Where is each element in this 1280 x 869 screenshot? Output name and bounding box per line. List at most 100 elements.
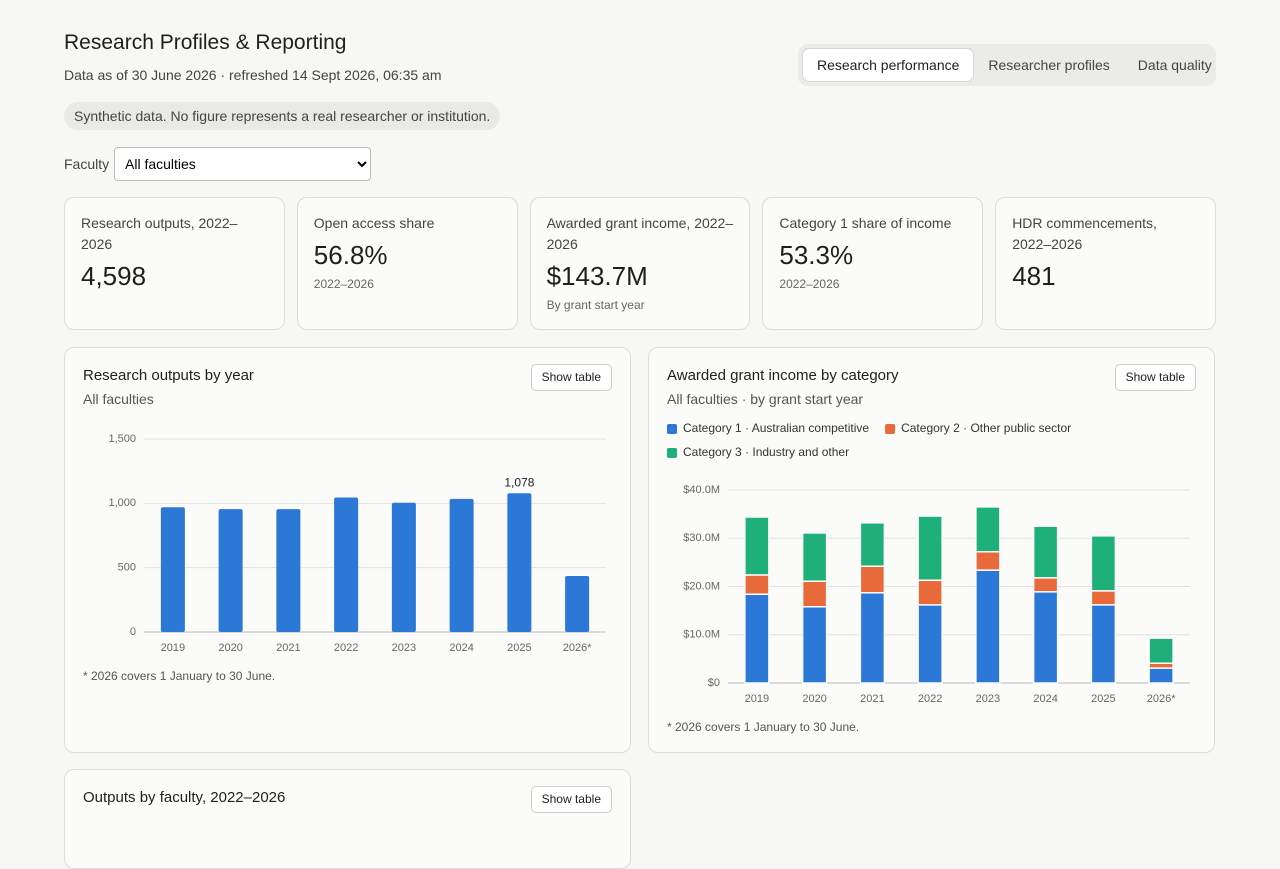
x-tick-label: 2019 [745, 693, 769, 705]
kpi-card: Awarded grant income, 2022–2026 $143.7M By… [529, 197, 751, 330]
bar-segment [917, 579, 943, 606]
bar-segment [1032, 591, 1059, 684]
bar-segment [1148, 667, 1174, 684]
kpi-value: $143.7M [546, 261, 648, 291]
faculty-select[interactable]: All faculties [114, 147, 371, 181]
tab[interactable]: Research performance [802, 48, 975, 82]
kpi-label: HDR commencements, 2022–2026 [1012, 215, 1157, 252]
x-tick-label: 2022 [334, 642, 358, 654]
kpi-label: Open access share [313, 215, 435, 231]
y-tick-label: $30.0M [683, 532, 720, 544]
chart-card: Awarded grant income by category All fac… [648, 347, 1215, 753]
y-tick-label: 0 [130, 626, 136, 638]
bar-segment [744, 516, 770, 576]
y-tick-label: 1,000 [108, 497, 136, 509]
legend-swatch [885, 424, 896, 434]
kpi-row: Research outputs, 2022–2026 4,598 Open acc… [64, 197, 1216, 330]
bar-segment [1032, 577, 1059, 593]
bar-segment [1032, 525, 1059, 579]
kpi-note: By grant start year [546, 298, 645, 312]
bar-segment [859, 565, 886, 594]
legend-swatch [667, 448, 677, 458]
x-tick-label: 2020 [218, 642, 242, 654]
bar-segment [1090, 535, 1117, 592]
value-label: 1,078 [504, 475, 534, 489]
page-title: Research Profiles & Reporting [64, 31, 347, 54]
bar-segment [1090, 590, 1117, 606]
bar-segment [744, 593, 770, 684]
bar-segment [917, 515, 943, 581]
tab-bar: Research performance Researcher profiles… [798, 44, 1216, 86]
bar-segment [859, 592, 886, 684]
bar-segment [801, 580, 828, 608]
tab[interactable]: Researcher profiles [988, 57, 1110, 73]
kpi-card: Research outputs, 2022–2026 4,598 [64, 197, 285, 330]
y-tick-label: 1,500 [108, 433, 136, 445]
tab[interactable]: Data quality [1137, 57, 1212, 73]
bar-segment [917, 604, 943, 684]
bar [391, 502, 416, 632]
show-table-button[interactable]: Show table [530, 364, 612, 391]
filter-label: Faculty [64, 156, 110, 172]
kpi-value: 53.3% [779, 240, 854, 270]
bar [276, 509, 301, 632]
x-tick-label: 2026* [1147, 693, 1176, 705]
x-tick-label: 2023 [392, 642, 416, 654]
bar [565, 576, 590, 632]
bar-segment [859, 522, 886, 567]
chart-subtitle: All faculties [83, 391, 154, 407]
chart: $0 $10.0M $20.0M $30.0M $40.0M 2019 2020 2021 20… [667, 421, 1190, 734]
chart-subtitle: All faculties · by grant start year [667, 391, 864, 407]
kpi-value: 481 [1012, 261, 1056, 291]
kpi-value: 4,598 [81, 261, 147, 291]
bar [334, 497, 359, 632]
legend-label: Category 1 · Australian competitive [683, 421, 869, 435]
notice: Synthetic data. No figure represents a r… [64, 102, 501, 130]
bar-segment [801, 532, 828, 582]
y-tick-label: $40.0M [683, 484, 720, 496]
bar [507, 493, 532, 632]
bar-segment [975, 551, 1001, 571]
bar [160, 507, 185, 632]
kpi-label: Category 1 share of income [779, 215, 952, 231]
y-tick-label: 500 [118, 562, 136, 574]
footnote: * 2026 covers 1 January to 30 June. [667, 720, 859, 734]
bar [449, 498, 474, 632]
show-table-button[interactable]: Show table [1114, 364, 1196, 391]
kpi-card: Category 1 share of income 53.3% 2022–2026 [762, 197, 984, 330]
kpi-card: HDR commencements, 2022–2026 481 [995, 197, 1216, 330]
kpi-label: Research outputs, 2022–2026 [81, 215, 238, 252]
x-tick-label: 2021 [276, 642, 300, 654]
panel-card: Outputs by faculty, 2022–2026 Show table [64, 769, 631, 869]
bar-segment [801, 606, 828, 684]
y-tick-label: $10.0M [683, 629, 720, 641]
bar-segment [744, 574, 770, 595]
y-tick-label: $0 [708, 677, 720, 689]
x-tick-label: 2024 [449, 642, 473, 654]
bar-segment [975, 506, 1001, 553]
chart: 0 500 1,000 1,500 2019 2020 2021 2022 2023 2024 20… [83, 433, 606, 683]
kpi-note: 2022–2026 [313, 277, 374, 291]
kpi-card: Open access share 56.8% 2022–2026 [296, 197, 518, 330]
panel-title: Outputs by faculty, 2022–2026 [83, 789, 286, 806]
x-tick-label: 2025 [507, 642, 531, 654]
x-tick-label: 2026* [563, 642, 592, 654]
x-tick-label: 2019 [161, 642, 185, 654]
bar-segment [975, 569, 1001, 684]
kpi-label: Awarded grant income, 2022–2026 [546, 215, 734, 252]
page-subtitle: Data as of 30 June 2026 · refreshed 14 S… [64, 67, 442, 83]
x-tick-label: 2025 [1091, 693, 1115, 705]
kpi-note: 2022–2026 [779, 277, 840, 291]
legend-label: Category 2 · Other public sector [901, 421, 1071, 435]
page: {"header": {"title": "Research Profiles … [64, 31, 1216, 869]
x-tick-label: 2024 [1033, 693, 1057, 705]
legend-label: Category 3 · Industry and other [683, 445, 849, 459]
chart-title: Awarded grant income by category [667, 367, 899, 384]
footnote: * 2026 covers 1 January to 30 June. [83, 669, 275, 683]
x-tick-label: 2021 [860, 693, 884, 705]
bar-segment [1090, 604, 1117, 684]
x-tick-label: 2020 [802, 693, 826, 705]
bar [218, 509, 243, 632]
x-tick-label: 2022 [918, 693, 942, 705]
x-tick-label: 2023 [976, 693, 1000, 705]
